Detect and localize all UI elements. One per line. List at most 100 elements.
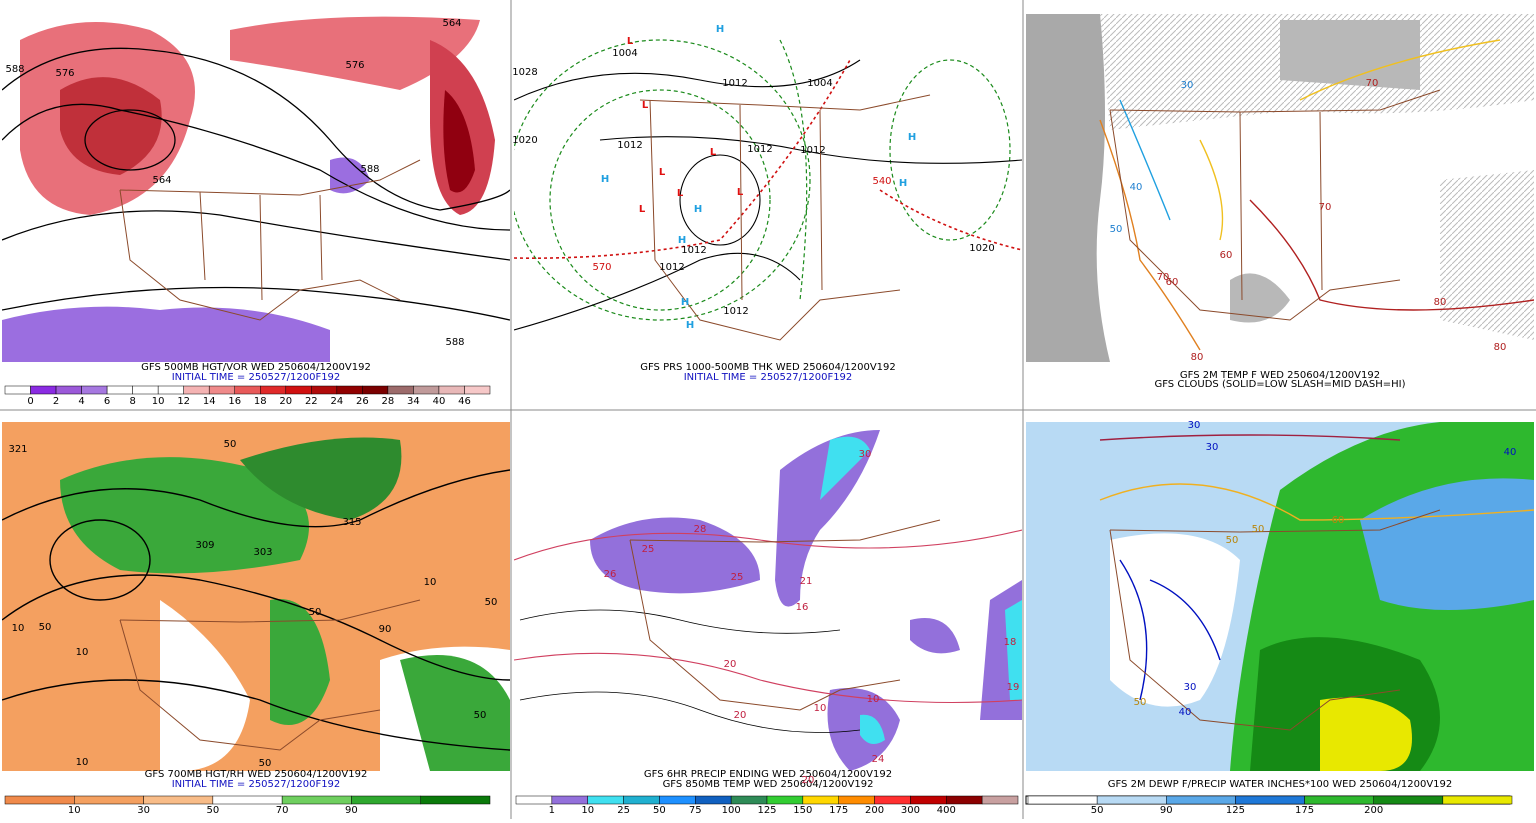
contour-label: 30 [1184,682,1197,693]
contour-label: 20 [802,775,815,786]
colorbar-swatch [438,385,465,395]
contour-label: 10 [76,757,89,768]
contour-label: 80 [1494,342,1507,353]
contour-label: 60 [1332,515,1345,526]
contour-label: 321 [8,444,27,455]
caption-line: GFS PRS 1000-500MB THK WED 250604/1200V1… [640,362,896,373]
colorbar-swatch [55,385,82,395]
caption-line: GFS 2M DEWP F/PRECIP WATER INCHES*100 WE… [1108,779,1453,790]
colorbar-swatch [143,795,214,805]
colorbar-label: 50 [1091,805,1104,816]
contour-label: 1012 [747,144,772,155]
colorbar-label: 8 [129,396,135,407]
colorbar-swatch [981,795,1019,805]
contour-label: 60 [1166,277,1179,288]
contour-label: 10 [814,703,827,714]
contour-label: 564 [442,18,461,29]
contour-label: 30 [1181,80,1194,91]
colorbar-label: 125 [757,805,776,816]
contour-label: 1012 [723,306,748,317]
pressure-center: H [908,132,916,143]
colorbar-swatch [81,385,108,395]
caption-line: GFS 6HR PRECIP ENDING WED 250604/1200V19… [644,769,892,780]
contour-label: 20 [734,710,747,721]
contour-label: 540 [872,176,891,187]
contour-label: 1012 [659,262,684,273]
colorbar-label: 75 [689,805,702,816]
pressure-center: L [710,147,717,158]
colorbar-swatch [838,795,875,805]
colorbar-label: 50 [206,805,219,816]
contour-label: 1020 [512,135,537,146]
colorbar-label: 175 [1295,805,1314,816]
contour-label: 16 [796,602,809,613]
colorbar-label: 50 [653,805,666,816]
colorbar-label: 90 [1160,805,1173,816]
colorbar-swatch [4,795,75,805]
caption-line: GFS 500MB HGT/VOR WED 250604/1200V192 [141,362,371,373]
colorbar-swatch [551,795,588,805]
contour-label: 564 [152,175,171,186]
colorbar-label: 26 [356,396,369,407]
pressure-center: H [601,174,609,185]
contour-label: 10 [76,647,89,658]
colorbar-swatch [946,795,983,805]
contour-label: 50 [259,758,272,769]
contour-label: 303 [253,547,272,558]
pressure-center: L [737,187,744,198]
colorbar-label: 12 [177,396,190,407]
colorbar-swatch [766,795,804,805]
caption-line: GFS 2M TEMP F WED 250604/1200V192 [1180,370,1380,381]
contour-label: 1012 [681,245,706,256]
colorbar-swatch [413,385,440,395]
contour-label: 50 [224,439,237,450]
colorbar-label: 100 [722,805,741,816]
contour-label: 50 [39,622,52,633]
colorbar-swatch [464,385,491,395]
contour-label: 30 [1206,442,1219,453]
contour-label: 588 [360,164,379,175]
contour-label: 40 [1130,182,1143,193]
colorbar-label: 150 [793,805,812,816]
colorbar-label: 200 [865,805,884,816]
colorbar-swatch [1442,795,1513,805]
colorbar-label: 40 [433,396,446,407]
colorbar-label: 30 [137,805,150,816]
contour-label: 70 [1157,272,1170,283]
contour-label: 30 [1188,420,1201,431]
caption-line: GFS 850MB TEMP WED 250604/1200V192 [663,779,874,790]
contour-label: 50 [485,597,498,608]
pressure-center: H [678,235,686,246]
map-pressure [514,14,1022,362]
colorbar-swatch [4,385,31,395]
contour-label: 1012 [722,78,747,89]
pressure-center: L [639,204,646,215]
colorbar-swatch [260,385,287,395]
contour-label: 1020 [969,243,994,254]
contour-label: 1004 [612,48,637,59]
map-vorticity [2,14,510,362]
contour-label: 30 [859,449,872,460]
colorbar-label: 175 [829,805,848,816]
contour-label: 60 [1220,250,1233,261]
caption-line: GFS CLOUDS (SOLID=LOW SLASH=MID DASH=HI) [1154,379,1405,390]
contour-label: 576 [55,68,74,79]
map-humidity [2,422,510,771]
colorbar-swatch [1027,795,1098,805]
colorbar-swatch [1235,795,1305,805]
colorbar-swatch [1096,795,1167,805]
colorbar-swatch [74,795,144,805]
pressure-center: H [899,178,907,189]
map-dewpoint [1026,422,1534,771]
caption-line: INITIAL TIME = 250527/1200F192 [172,372,341,383]
colorbar-swatch [132,385,159,395]
pressure-center: L [642,100,649,111]
contour-label: 70 [1366,78,1379,89]
colorbar-label: 200 [1364,805,1383,816]
map-temperature [1026,14,1534,362]
colorbar-swatch [874,795,911,805]
colorbar-label: 4 [78,396,84,407]
pressure-center: L [677,188,684,199]
colorbar-swatch [208,385,235,395]
colorbar-swatch [1373,795,1444,805]
